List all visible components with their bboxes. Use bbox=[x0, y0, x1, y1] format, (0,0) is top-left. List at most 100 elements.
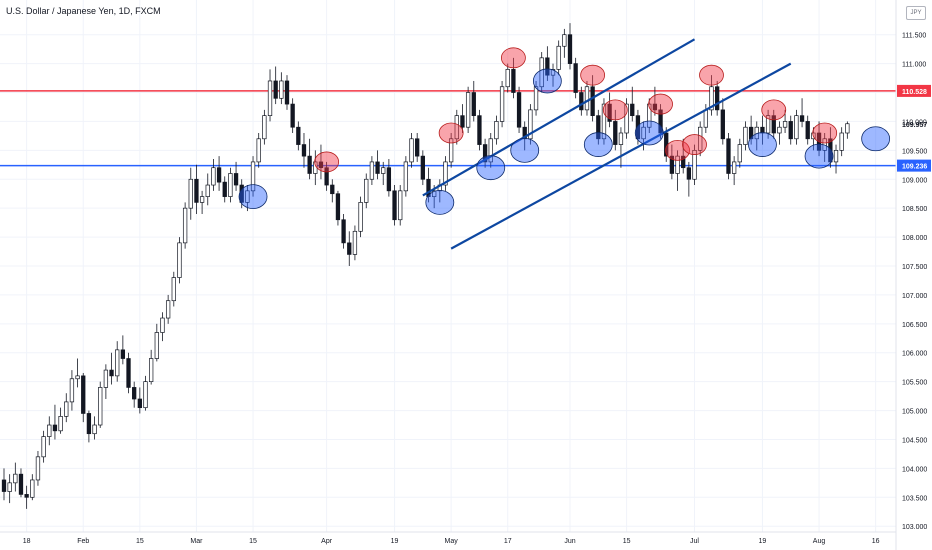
support-touch-marker bbox=[532, 68, 562, 94]
x-tick-label: Apr bbox=[321, 538, 333, 545]
candle bbox=[375, 150, 380, 180]
candle-body bbox=[477, 115, 482, 145]
candle bbox=[443, 156, 448, 191]
candle-body bbox=[386, 167, 392, 192]
candle-body bbox=[765, 115, 771, 134]
candle bbox=[392, 185, 397, 226]
support-touch-marker bbox=[583, 132, 613, 157]
candle-body bbox=[47, 424, 52, 437]
y-tick-label: 107.500 bbox=[902, 264, 927, 271]
candle-body bbox=[618, 132, 624, 145]
currency-badge[interactable]: JPY bbox=[906, 6, 926, 20]
candle-body bbox=[726, 138, 731, 174]
candle-body bbox=[284, 80, 290, 105]
candle-body bbox=[24, 494, 29, 498]
candle-body bbox=[805, 121, 810, 140]
candle-body bbox=[420, 155, 425, 180]
candle-body bbox=[737, 144, 742, 163]
price-label: 109.957 bbox=[902, 122, 927, 129]
candle-body bbox=[41, 436, 46, 458]
candle bbox=[465, 86, 471, 133]
candle bbox=[222, 176, 227, 203]
candle-body bbox=[120, 349, 126, 359]
candle bbox=[539, 52, 544, 93]
candle-body bbox=[239, 184, 244, 203]
candle bbox=[13, 462, 18, 492]
candle bbox=[613, 109, 618, 151]
y-tick-label: 103.000 bbox=[902, 524, 927, 531]
candle bbox=[324, 161, 329, 191]
candle bbox=[279, 72, 284, 105]
candle bbox=[460, 104, 465, 133]
candle-body bbox=[7, 482, 12, 492]
candle-body bbox=[222, 181, 227, 197]
candle-body bbox=[177, 242, 182, 278]
candle bbox=[731, 156, 737, 186]
candle bbox=[709, 75, 714, 116]
candle-body bbox=[522, 126, 527, 140]
x-tick-label: Jul bbox=[690, 538, 699, 545]
resistance-touch-marker bbox=[699, 64, 724, 86]
resistance-touch-marker bbox=[682, 134, 707, 155]
candle bbox=[420, 150, 425, 186]
candle bbox=[262, 109, 267, 145]
candle bbox=[149, 349, 154, 385]
candle-body bbox=[703, 109, 708, 128]
candle-body bbox=[132, 387, 137, 400]
y-tick-label: 108.500 bbox=[902, 206, 927, 213]
candle-body bbox=[233, 173, 239, 186]
candle bbox=[624, 98, 629, 139]
support-touch-marker bbox=[510, 137, 540, 163]
candle-body bbox=[777, 126, 782, 134]
candle bbox=[143, 375, 148, 411]
candle-body bbox=[607, 103, 612, 122]
candle bbox=[364, 173, 369, 209]
candle-body bbox=[505, 69, 510, 88]
x-tick-label: 18 bbox=[23, 538, 31, 545]
candle bbox=[409, 133, 414, 168]
support-touch-marker bbox=[425, 189, 455, 215]
candle bbox=[720, 98, 725, 145]
candle-body bbox=[715, 86, 720, 111]
candle bbox=[335, 190, 341, 226]
candle bbox=[669, 144, 675, 180]
candle bbox=[477, 109, 482, 151]
candle bbox=[35, 451, 41, 486]
candle-body bbox=[245, 190, 250, 203]
y-tick-label: 107.000 bbox=[902, 293, 927, 300]
candle bbox=[216, 156, 222, 191]
candle bbox=[794, 109, 799, 145]
support-touch-marker bbox=[634, 120, 664, 146]
candle-body bbox=[562, 34, 567, 47]
y-tick-label: 111.500 bbox=[902, 33, 926, 40]
candle-body bbox=[709, 86, 714, 111]
candle bbox=[805, 115, 810, 145]
candle bbox=[607, 92, 612, 128]
candle-body bbox=[262, 115, 267, 140]
candle-body bbox=[165, 300, 171, 319]
candle-body bbox=[347, 242, 352, 255]
candle bbox=[641, 121, 646, 151]
x-tick-label: 17 bbox=[504, 538, 512, 545]
candle-body bbox=[448, 138, 454, 163]
candle bbox=[845, 121, 850, 139]
candle-body bbox=[273, 80, 278, 99]
candle bbox=[86, 410, 92, 443]
candle bbox=[748, 115, 754, 145]
resistance-touch-marker bbox=[314, 151, 340, 173]
x-tick-label: Mar bbox=[190, 538, 203, 545]
candle-body bbox=[13, 473, 18, 484]
candle bbox=[103, 364, 109, 399]
candle bbox=[686, 161, 692, 197]
candle bbox=[658, 104, 663, 139]
candle bbox=[726, 133, 731, 180]
candle-body bbox=[584, 86, 590, 111]
candle bbox=[81, 372, 86, 423]
support-touch-marker bbox=[238, 184, 268, 210]
support-touch-marker bbox=[476, 155, 506, 181]
candle-body bbox=[64, 401, 69, 417]
candle bbox=[550, 63, 556, 87]
candle-body bbox=[81, 375, 86, 414]
candle bbox=[47, 416, 52, 446]
